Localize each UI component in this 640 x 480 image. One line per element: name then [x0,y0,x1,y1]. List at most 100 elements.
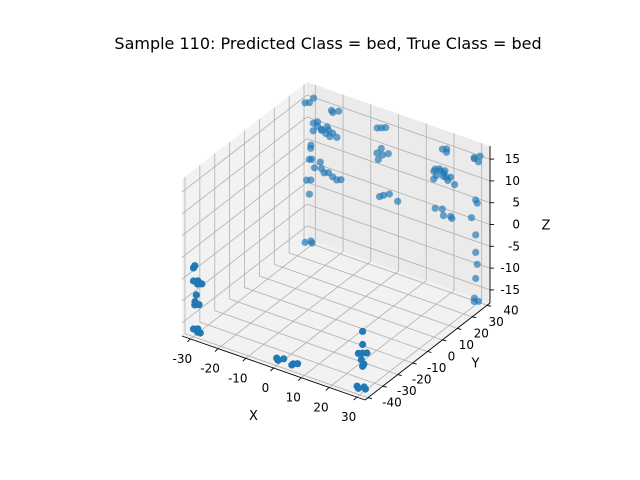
data-point [310,94,318,102]
data-point [359,340,367,349]
data-point [309,127,317,135]
data-points [189,94,484,393]
z-tick-label: 0 [512,218,520,232]
y-tick [457,327,462,330]
data-point [442,148,451,156]
data-point [472,196,480,204]
y-tick-label: 20 [474,326,489,340]
chart-title: Sample 110: Predicted Class = bed, True … [114,34,541,53]
data-point [301,238,309,246]
x-tick [353,396,358,401]
z-axis-label: Z [542,219,551,234]
grid-line-z [306,160,491,225]
data-point [316,158,324,166]
data-point [305,190,313,198]
data-point [473,260,481,268]
y-tick-label: 10 [459,338,474,352]
data-point [323,123,331,131]
data-point [361,385,369,393]
data-point [376,193,384,201]
data-point [438,205,446,213]
x-tick-label: 10 [286,391,301,405]
data-point [374,156,382,164]
data-point [280,355,288,363]
data-point [189,325,198,333]
grid-line-z [181,138,308,237]
data-point [472,231,480,239]
y-tick [472,316,477,319]
tick-labels: -30-20-100102030-40-30-20-10010203040-15… [173,152,520,424]
data-point [378,151,387,159]
x-tick-label: -30 [173,352,193,366]
data-point [472,274,480,283]
x-tick [325,387,330,391]
data-point [385,190,393,198]
z-tick-label: -5 [508,239,520,253]
data-point [448,214,456,223]
y-tick-label: -10 [427,361,447,375]
data-point [467,214,476,222]
y-tick-label: 40 [503,303,518,317]
x-tick-label: 30 [341,410,356,424]
data-point [437,167,445,175]
x-axis-label: X [249,409,258,424]
data-point [470,297,478,306]
data-point [360,360,368,368]
x-tick-label: 20 [313,400,328,414]
x-tick [270,367,274,372]
y-tick [442,339,447,342]
y-tick [486,304,492,307]
data-point [354,349,362,357]
data-point [373,124,381,132]
grid-line-z [306,181,491,247]
data-point [431,165,439,173]
data-point [384,150,392,158]
grid-line-z [181,94,308,193]
y-tick-label: -30 [397,384,417,398]
data-point [329,108,337,117]
y-tick [412,362,417,365]
data-point [310,164,319,172]
data-point [326,133,334,141]
z-tick-label: 15 [505,152,520,166]
data-point [189,277,198,285]
data-point [430,175,438,183]
grid-line-y [289,252,473,318]
grid-line-z [306,138,491,204]
grid-line-z [181,116,308,215]
data-point [431,204,439,212]
grid-line-y [303,240,488,306]
z-tick-label: 5 [512,196,520,210]
y-tick [427,351,432,353]
data-point [394,197,402,205]
x-tick [297,377,302,382]
data-point [320,169,328,177]
data-point [191,301,199,309]
grid-line-z [306,94,491,160]
z-tick-label: -15 [500,283,520,297]
y-tick-label: -20 [412,373,432,387]
grid-line-y [259,275,443,341]
z-tick-label: -10 [500,261,520,275]
data-point [451,181,459,189]
data-point [192,291,200,299]
z-tick-label: 10 [505,174,520,188]
x-tick [186,338,191,343]
grid-line-z [181,181,308,280]
x-tick [242,357,247,362]
y-tick [367,397,373,400]
data-point [354,384,362,392]
data-point [470,154,478,162]
data-point [308,239,316,247]
grid-line-z [306,225,491,291]
data-point [307,144,315,152]
grid-line-y [184,333,369,399]
data-point [476,152,484,160]
data-point [472,248,480,256]
data-point [439,212,448,220]
grid-line-z [181,225,308,324]
data-point [317,125,326,133]
y-tick [382,385,387,388]
data-point [313,118,322,126]
